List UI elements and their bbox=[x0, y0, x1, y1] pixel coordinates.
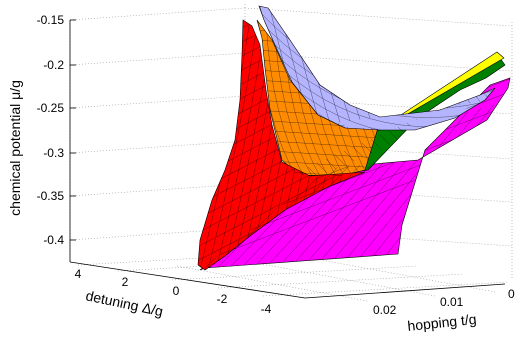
y-tick-label: 4 bbox=[75, 267, 82, 281]
x-tick-labels: 0 0.01 0.02 bbox=[373, 287, 515, 317]
floor-gridline bbox=[304, 256, 496, 293]
z-gridline bbox=[69, 140, 246, 154]
y-tick-label: 2 bbox=[122, 275, 129, 289]
z-tick-label: -0.25 bbox=[37, 101, 65, 115]
surfaces bbox=[197, 5, 511, 271]
z-tick-label: -0.4 bbox=[43, 233, 64, 247]
mesh-line bbox=[389, 44, 421, 111]
mesh-line bbox=[361, 142, 373, 154]
mesh-line bbox=[347, 111, 469, 258]
z-tick-label: -0.3 bbox=[43, 146, 64, 160]
mesh-line bbox=[265, 20, 307, 176]
x-axis-line bbox=[304, 283, 506, 299]
z-gridline bbox=[69, 227, 246, 241]
mesh-line bbox=[379, 41, 411, 113]
mesh-line bbox=[316, 162, 328, 174]
mesh-line bbox=[215, 20, 267, 270]
z-tick-label: -0.2 bbox=[43, 58, 64, 72]
y-tick-label: -2 bbox=[217, 292, 228, 306]
mesh-line bbox=[379, 134, 391, 146]
floor-gridline bbox=[217, 273, 464, 289]
z-axis-label: chemical potential μ/g bbox=[7, 80, 23, 216]
x-tick-label: 0.02 bbox=[373, 303, 397, 317]
floor-gridline bbox=[262, 281, 509, 297]
axes bbox=[69, 20, 506, 299]
z-tick-label: -0.35 bbox=[37, 189, 65, 203]
z-gridline bbox=[69, 183, 246, 197]
mesh-line bbox=[298, 170, 310, 176]
y-axis-label: detuning Δ/g bbox=[84, 287, 164, 319]
x-tick-label: 0 bbox=[508, 287, 515, 301]
surface-lavender bbox=[258, 5, 496, 131]
mesh-line bbox=[207, 20, 259, 270]
z-gridline-back bbox=[244, 7, 513, 27]
z-gridline bbox=[69, 52, 246, 66]
z-tick-labels: -0.15 -0.2 -0.25 -0.3 -0.35 -0.4 bbox=[37, 13, 76, 247]
mesh-line bbox=[257, 129, 378, 139]
y-tick-labels: 4 2 0 -2 -4 bbox=[75, 267, 272, 316]
y-tick-label: -4 bbox=[261, 302, 272, 316]
mesh-line bbox=[352, 146, 364, 158]
floor-gridline bbox=[171, 265, 418, 281]
mesh-line bbox=[369, 38, 401, 114]
mesh-line bbox=[198, 20, 365, 25]
mesh-line bbox=[307, 166, 319, 176]
mesh-line bbox=[388, 130, 400, 142]
mesh-line bbox=[334, 154, 346, 166]
mesh-line bbox=[325, 158, 337, 170]
surface-red bbox=[197, 19, 366, 271]
mesh-line bbox=[359, 35, 391, 116]
z-gridline bbox=[69, 95, 246, 109]
y-axis-line bbox=[69, 261, 306, 299]
y-tick-label: 0 bbox=[173, 284, 180, 298]
x-axis-label: hopping t/g bbox=[407, 311, 478, 334]
mesh-line bbox=[370, 138, 382, 150]
floor-gridline bbox=[244, 260, 436, 297]
mesh-line bbox=[343, 150, 355, 162]
z-gridline bbox=[69, 7, 246, 21]
x-tick-label: 0.01 bbox=[440, 295, 464, 309]
z-tick-label: -0.15 bbox=[37, 13, 65, 27]
floor-gridline bbox=[176, 265, 368, 302]
